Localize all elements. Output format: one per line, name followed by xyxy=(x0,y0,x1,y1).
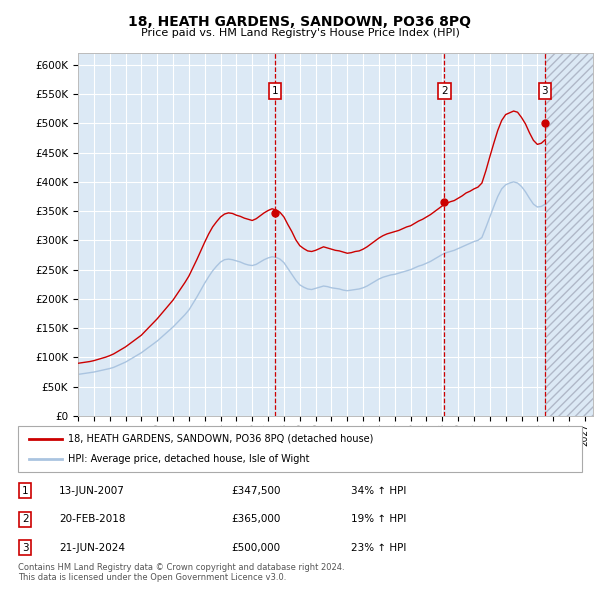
Text: £500,000: £500,000 xyxy=(231,543,280,552)
Text: 13-JUN-2007: 13-JUN-2007 xyxy=(59,486,125,496)
Text: £365,000: £365,000 xyxy=(231,514,280,524)
Text: 18, HEATH GARDENS, SANDOWN, PO36 8PQ (detached house): 18, HEATH GARDENS, SANDOWN, PO36 8PQ (de… xyxy=(68,434,373,444)
Text: £347,500: £347,500 xyxy=(231,486,281,496)
Text: 34% ↑ HPI: 34% ↑ HPI xyxy=(351,486,406,496)
Text: 23% ↑ HPI: 23% ↑ HPI xyxy=(351,543,406,552)
Text: 19% ↑ HPI: 19% ↑ HPI xyxy=(351,514,406,524)
Text: 18, HEATH GARDENS, SANDOWN, PO36 8PQ: 18, HEATH GARDENS, SANDOWN, PO36 8PQ xyxy=(128,15,472,29)
Text: 21-JUN-2024: 21-JUN-2024 xyxy=(59,543,125,552)
Text: Contains HM Land Registry data © Crown copyright and database right 2024.
This d: Contains HM Land Registry data © Crown c… xyxy=(18,563,344,582)
Text: HPI: Average price, detached house, Isle of Wight: HPI: Average price, detached house, Isle… xyxy=(68,454,310,464)
Text: 1: 1 xyxy=(22,486,29,496)
Text: 3: 3 xyxy=(541,86,548,96)
Text: 2: 2 xyxy=(22,514,29,524)
Text: 20-FEB-2018: 20-FEB-2018 xyxy=(59,514,125,524)
Bar xyxy=(545,53,593,416)
Text: 3: 3 xyxy=(22,543,29,552)
Text: 2: 2 xyxy=(441,86,448,96)
Text: Price paid vs. HM Land Registry's House Price Index (HPI): Price paid vs. HM Land Registry's House … xyxy=(140,28,460,38)
Text: 1: 1 xyxy=(272,86,278,96)
